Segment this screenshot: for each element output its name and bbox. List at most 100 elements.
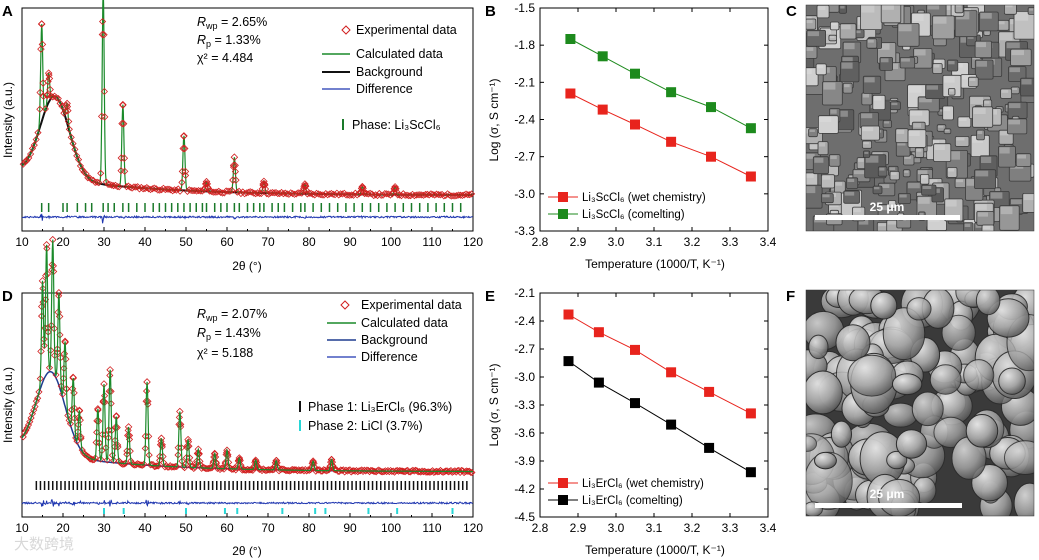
x-tick-label: 3.3 [722, 235, 739, 249]
sem-grain [906, 297, 932, 321]
series-line-1 [568, 360, 752, 473]
sem-grain-highlight [1008, 119, 1020, 125]
experimental-peak-point [60, 350, 69, 358]
sem-grain-highlight [842, 57, 853, 63]
experimental-peak-point [54, 308, 62, 316]
experimental-point [268, 466, 277, 474]
series-marker-1 [565, 34, 576, 44]
series-marker-1 [593, 377, 604, 388]
experimental-peak-point [75, 406, 84, 415]
sem-grain [880, 5, 902, 24]
panel-a-xrd-li3sccl6: A 10 20 30 40 50 60 70 80 90 100 110 120 2θ (°) Int… [1, 0, 483, 273]
sem-grain-highlight [817, 64, 824, 69]
sem-grain [975, 290, 1001, 316]
x-tick-label: 3.0 [608, 521, 625, 535]
experimental-point [158, 443, 166, 451]
experimental-point [108, 181, 116, 189]
experimental-point [174, 451, 182, 459]
experimental-peak-point [37, 347, 45, 356]
sem-grain [882, 120, 892, 129]
legend-calculated-d: Calculated data [361, 316, 448, 330]
experimental-point [140, 460, 148, 468]
sem-grain [963, 222, 974, 231]
x-axis-label-a: 2θ (°) [232, 259, 261, 273]
sem-grain-highlight [919, 97, 932, 103]
legend-background-a: Background [356, 65, 423, 79]
experimental-point [74, 421, 82, 429]
sem-grain-highlight [938, 125, 944, 128]
experimental-peak-point [120, 154, 129, 162]
sem-grain [932, 15, 955, 40]
x-tick-label: 10 [15, 235, 29, 249]
experimental-peak-point [98, 30, 107, 39]
experimental-point [111, 181, 120, 189]
experimental-point [41, 105, 49, 113]
x-tick-label: 110 [422, 235, 441, 249]
sem-grain [936, 124, 947, 132]
experimental-point [170, 186, 179, 194]
sem-grain-highlight [864, 77, 875, 83]
sem-grain-highlight [956, 137, 965, 141]
sem-grain [879, 57, 894, 71]
experimental-peak-point [93, 417, 101, 425]
sem-grain [886, 450, 908, 470]
experimental-point [21, 158, 29, 166]
experimental-peak-point [224, 458, 233, 467]
legend-experimental-a: Experimental data [356, 23, 457, 37]
experimental-peak-point [107, 426, 116, 435]
sem-grain-highlight [916, 148, 922, 152]
sem-grain-highlight [926, 85, 938, 90]
difference-curve-a [21, 213, 473, 224]
experimental-point [170, 463, 178, 471]
experimental-peak-point [62, 101, 71, 110]
y-tick-label: -1.8 [514, 38, 535, 52]
experimental-point [384, 190, 393, 198]
sem-grain-highlight [853, 170, 865, 175]
sem-grain-highlight [918, 197, 930, 204]
sem-grain-highlight [975, 223, 987, 228]
sem-grain-highlight [958, 117, 967, 121]
sem-grain-highlight [938, 109, 944, 112]
y-tick-label: -2.7 [514, 342, 535, 356]
sem-grain-highlight [996, 21, 1005, 25]
sem-grain-highlight [861, 5, 875, 13]
x-tick-label: 2.8 [532, 235, 549, 249]
experimental-peak-point [229, 176, 237, 184]
experimental-peak-point [310, 463, 319, 472]
sem-grain [866, 38, 878, 49]
experimental-point [57, 382, 65, 390]
y-tick-label: -4.5 [514, 510, 535, 524]
sem-grain-highlight [806, 47, 814, 51]
experimental-point [241, 190, 249, 198]
series-line-0 [568, 314, 752, 414]
sem-grain-highlight [945, 199, 957, 207]
sem-grain [862, 140, 873, 149]
difference-curve-d [21, 499, 473, 507]
experimental-peak-point [119, 119, 128, 128]
experimental-peak-point [40, 335, 48, 343]
scale-bar-c [815, 215, 960, 220]
experimental-peak-point [69, 374, 78, 382]
series-marker-1 [630, 398, 640, 409]
experimental-peak-point [100, 380, 108, 388]
experimental-point [117, 167, 125, 175]
experimental-peak-point [159, 452, 167, 461]
experimental-peak-point [273, 462, 282, 471]
sem-grain [976, 129, 985, 141]
y-tick-label: -3.3 [514, 224, 535, 238]
experimental-point [141, 184, 149, 193]
sem-grain-highlight [907, 182, 920, 189]
experimental-point [148, 185, 156, 193]
y-axis-label-b: Log (σ, S cm⁻¹) [487, 78, 501, 161]
series-marker-1 [563, 356, 574, 367]
series-marker-0 [593, 327, 604, 338]
experimental-peak-point [55, 289, 63, 297]
experimental-point [434, 190, 442, 199]
sem-grain-highlight [904, 155, 911, 159]
experimental-point [120, 460, 128, 468]
series-marker-0 [666, 367, 677, 378]
experimental-peak-point [119, 100, 127, 109]
sem-grain [888, 200, 897, 209]
axes-b: 2.8 2.9 3.0 3.1 3.2 3.3 3.4 -1.5 -1.8 -2.1 -2.4 -2.… [514, 1, 776, 249]
sem-grain-highlight [841, 24, 851, 30]
